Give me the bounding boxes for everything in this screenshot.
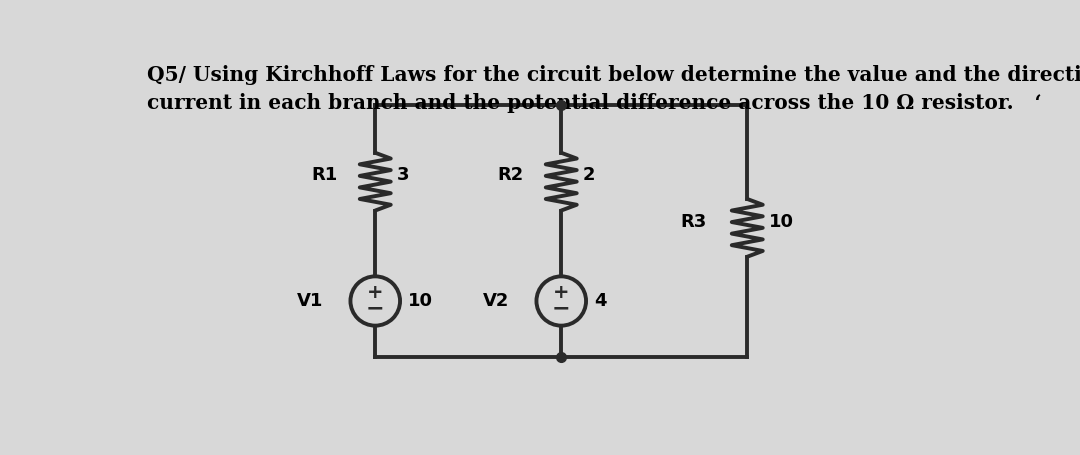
Text: R2: R2: [498, 167, 524, 184]
Text: current in each branch and the potential difference across the 10 Ω resistor.   : current in each branch and the potential…: [147, 93, 1080, 113]
Text: R1: R1: [312, 167, 338, 184]
Text: −: −: [552, 298, 570, 318]
Text: +: +: [553, 283, 569, 302]
Text: 4: 4: [594, 292, 606, 310]
Text: V1: V1: [297, 292, 323, 310]
Text: R3: R3: [680, 212, 707, 231]
Text: +: +: [367, 283, 383, 302]
Text: 10: 10: [408, 292, 433, 310]
Text: 10: 10: [769, 212, 794, 231]
Text: 3: 3: [397, 167, 409, 184]
Text: 2: 2: [583, 167, 595, 184]
Text: Q5/ Using Kirchhoff Laws for the circuit below determine the value and the direc: Q5/ Using Kirchhoff Laws for the circuit…: [147, 65, 1080, 85]
Text: −: −: [366, 298, 384, 318]
Text: V2: V2: [483, 292, 510, 310]
